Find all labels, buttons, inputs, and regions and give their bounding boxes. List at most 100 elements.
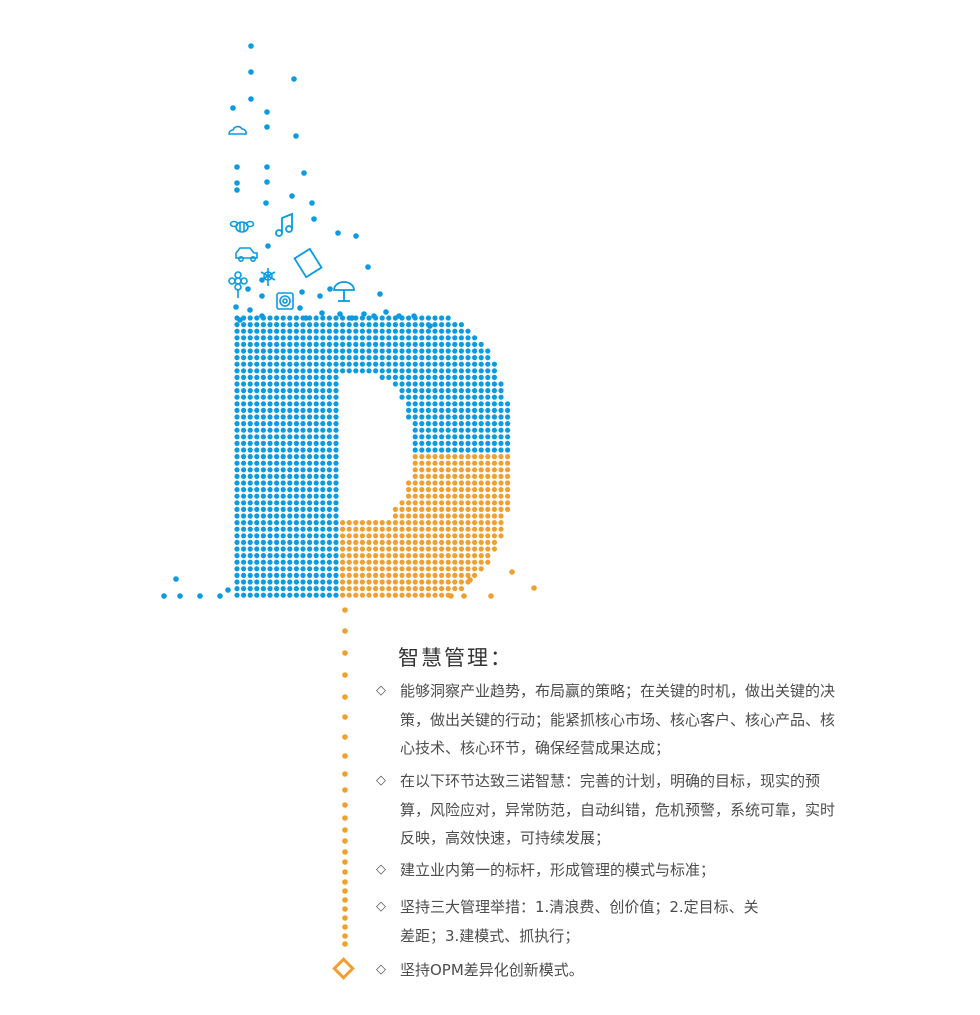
dot <box>465 493 471 499</box>
dot <box>313 407 319 413</box>
dot <box>353 572 359 579</box>
dot <box>313 454 319 460</box>
dot <box>359 586 365 592</box>
dot <box>307 374 313 380</box>
dot <box>287 427 293 433</box>
dot <box>234 381 240 387</box>
dot <box>267 447 273 453</box>
dot <box>234 434 240 440</box>
dot <box>300 368 306 374</box>
dot <box>333 506 339 512</box>
dot <box>234 539 240 546</box>
dot <box>412 559 418 565</box>
flower-icon <box>228 271 248 298</box>
dot <box>267 381 273 387</box>
dot <box>439 328 445 334</box>
dot <box>254 388 260 394</box>
dot <box>439 341 445 347</box>
dot <box>452 487 458 493</box>
dot <box>425 467 431 473</box>
dot <box>425 328 431 334</box>
dot <box>406 355 412 361</box>
dot <box>307 447 313 453</box>
dot <box>260 520 266 526</box>
dot <box>280 586 286 592</box>
dot <box>346 335 352 341</box>
dot <box>300 566 306 572</box>
dot <box>472 473 478 479</box>
dot <box>254 579 260 585</box>
dot <box>373 592 379 598</box>
dot <box>498 526 504 532</box>
dot <box>478 460 484 466</box>
dot <box>293 374 299 380</box>
dot <box>248 96 254 102</box>
dot <box>445 361 451 367</box>
dot <box>399 394 405 400</box>
list-item-text: 能够洞察产业趋势，布局赢的策略；在关键的时机，做出关键的决策，做出关键的行动；能… <box>400 682 836 757</box>
dot <box>383 309 389 315</box>
dot <box>399 388 405 394</box>
dot <box>425 341 431 347</box>
dot <box>254 526 260 532</box>
dot <box>439 493 445 499</box>
dot <box>445 559 451 565</box>
dot <box>373 572 379 579</box>
dot <box>498 434 504 440</box>
dot <box>465 480 471 486</box>
dot <box>320 579 326 585</box>
dot <box>419 447 425 453</box>
dot <box>412 394 418 400</box>
dot <box>452 460 458 466</box>
dot <box>254 414 260 420</box>
dot <box>333 493 339 499</box>
dot <box>485 533 491 539</box>
dot <box>366 315 372 321</box>
dot <box>425 454 431 460</box>
dot <box>280 414 286 420</box>
dot <box>359 572 365 579</box>
dot <box>491 467 497 473</box>
dot <box>491 513 497 519</box>
dot <box>274 440 280 446</box>
dot <box>399 533 405 539</box>
dot <box>472 335 478 341</box>
dot <box>406 566 412 572</box>
dot <box>359 553 365 559</box>
dot <box>412 500 418 506</box>
dot <box>439 592 445 598</box>
dot <box>274 559 280 565</box>
dot <box>313 553 319 559</box>
dot <box>280 407 286 413</box>
dot <box>247 368 253 374</box>
dot <box>320 394 326 400</box>
dot <box>366 553 372 559</box>
dot <box>340 341 346 347</box>
dot <box>320 315 326 321</box>
dot <box>247 546 253 552</box>
dot <box>353 355 359 361</box>
dot <box>267 473 273 479</box>
dot <box>274 500 280 506</box>
dot <box>293 315 299 321</box>
dot <box>274 553 280 559</box>
dot <box>425 394 431 400</box>
dot <box>386 553 392 559</box>
dot <box>293 348 299 354</box>
dot <box>234 341 240 347</box>
dot <box>392 335 398 341</box>
dot <box>293 592 299 598</box>
dot <box>458 473 464 479</box>
dot <box>458 368 464 374</box>
dot <box>274 421 280 427</box>
dot <box>300 407 306 413</box>
dot <box>472 500 478 506</box>
dot <box>267 361 273 367</box>
dot <box>432 454 438 460</box>
dot <box>445 427 451 433</box>
dot <box>439 526 445 532</box>
dot <box>234 388 240 394</box>
dot <box>340 348 346 354</box>
dot <box>465 467 471 473</box>
dot <box>300 506 306 512</box>
